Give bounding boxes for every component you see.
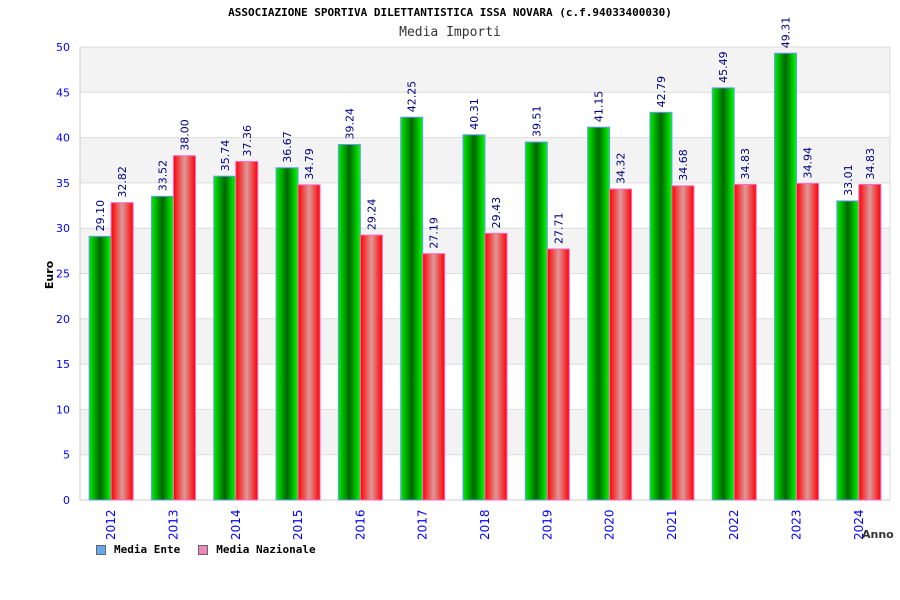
chart-title: ASSOCIAZIONE SPORTIVA DILETTANTISTICA IS…: [228, 6, 672, 19]
bar-media-ente-2016: [337, 143, 361, 501]
data-label: 32.82: [116, 166, 129, 198]
x-tick-label: 2016: [353, 509, 367, 540]
x-tick-label: 2023: [790, 509, 804, 540]
x-tick-label: 2015: [291, 509, 305, 540]
bar-media-ente-2021: [649, 111, 673, 501]
data-label: 38.00: [178, 119, 191, 151]
legend: Media Ente Media Nazionale: [96, 543, 316, 556]
data-label: 40.31: [468, 98, 481, 130]
y-tick-label: 5: [63, 449, 70, 462]
data-label: 35.74: [219, 140, 232, 172]
data-label: 34.83: [864, 148, 877, 180]
data-label: 42.25: [406, 81, 419, 113]
bar-media-ente-2015: [275, 167, 299, 501]
bar-media-ente-2020: [587, 126, 611, 501]
data-label: 36.67: [281, 131, 294, 163]
y-tick-label: 15: [56, 358, 70, 371]
bar-media-nazionale-2018: [484, 232, 508, 501]
y-tick-label: 45: [56, 86, 70, 99]
data-label: 34.83: [739, 148, 752, 180]
data-label: 33.01: [842, 164, 855, 196]
bar-media-ente-2018: [462, 134, 486, 501]
legend-item-media-nazionale: Media Nazionale: [198, 543, 316, 556]
data-label: 27.19: [428, 217, 441, 249]
data-label: 37.36: [241, 125, 254, 157]
bar-media-nazionale-2022: [733, 183, 757, 501]
x-tick-label: 2014: [229, 509, 243, 540]
bar-media-nazionale-2013: [172, 155, 196, 501]
bar-media-nazionale-2015: [297, 184, 321, 501]
x-tick-label: 2022: [727, 509, 741, 540]
bar-media-nazionale-2021: [671, 185, 695, 501]
x-tick-label: 2021: [665, 509, 679, 540]
data-label: 33.52: [156, 160, 169, 192]
bar-media-ente-2017: [400, 116, 424, 501]
x-tick-label: 2024: [852, 509, 866, 540]
data-label: 45.49: [717, 51, 730, 83]
bar-media-ente-2023: [774, 52, 798, 501]
legend-label: Media Ente: [114, 543, 181, 556]
bar-media-nazionale-2016: [359, 234, 383, 501]
data-label: 49.31: [780, 17, 793, 49]
data-label: 39.24: [343, 108, 356, 140]
y-axis-label: Euro: [43, 260, 56, 289]
x-tick-label: 2018: [478, 509, 492, 540]
x-tick-label: 2019: [540, 509, 554, 540]
y-tick-label: 40: [56, 132, 70, 145]
bar-media-nazionale-2020: [609, 188, 633, 501]
bar-media-nazionale-2023: [796, 182, 820, 501]
grid-band: [80, 47, 890, 93]
data-label: 29.24: [365, 199, 378, 231]
bar-media-nazionale-2024: [858, 183, 882, 501]
x-tick-label: 2017: [416, 509, 430, 540]
x-axis-label: Anno: [862, 528, 894, 541]
data-label: 34.32: [615, 153, 628, 185]
y-tick-label: 0: [63, 494, 70, 507]
data-label: 34.94: [802, 147, 815, 179]
x-tick-label: 2013: [166, 509, 180, 540]
data-label: 41.15: [593, 91, 606, 123]
bar-media-ente-2022: [711, 87, 735, 501]
data-label: 39.51: [530, 106, 543, 138]
y-tick-label: 20: [56, 313, 70, 326]
bar-media-ente-2019: [524, 141, 548, 501]
y-tick-label: 25: [56, 268, 70, 281]
data-label: 27.71: [552, 212, 565, 244]
data-label: 29.43: [490, 197, 503, 229]
bar-media-nazionale-2019: [546, 248, 570, 501]
bar-media-ente-2014: [213, 175, 237, 501]
y-tick-label: 50: [56, 41, 70, 54]
bar-media-ente-2012: [88, 235, 112, 501]
legend-swatch-nazionale: [198, 544, 209, 555]
bar-media-ente-2024: [836, 200, 860, 501]
bar-media-nazionale-2014: [235, 161, 259, 501]
legend-item-media-ente: Media Ente: [96, 543, 180, 556]
chart-subtitle: Media Importi: [399, 25, 501, 40]
y-tick-label: 35: [56, 177, 70, 190]
y-tick-label: 10: [56, 403, 70, 416]
y-tick-label: 30: [56, 222, 70, 235]
x-tick-label: 2012: [104, 509, 118, 540]
data-label: 29.10: [94, 200, 107, 232]
data-label: 42.79: [655, 76, 668, 108]
bar-media-nazionale-2012: [110, 202, 134, 501]
data-label: 34.79: [303, 148, 316, 180]
bar-media-nazionale-2017: [422, 253, 446, 501]
x-tick-label: 2020: [603, 509, 617, 540]
data-label: 34.68: [677, 149, 690, 181]
legend-label: Media Nazionale: [216, 543, 316, 556]
bar-media-ente-2013: [150, 195, 174, 501]
legend-swatch-ente: [96, 544, 106, 555]
